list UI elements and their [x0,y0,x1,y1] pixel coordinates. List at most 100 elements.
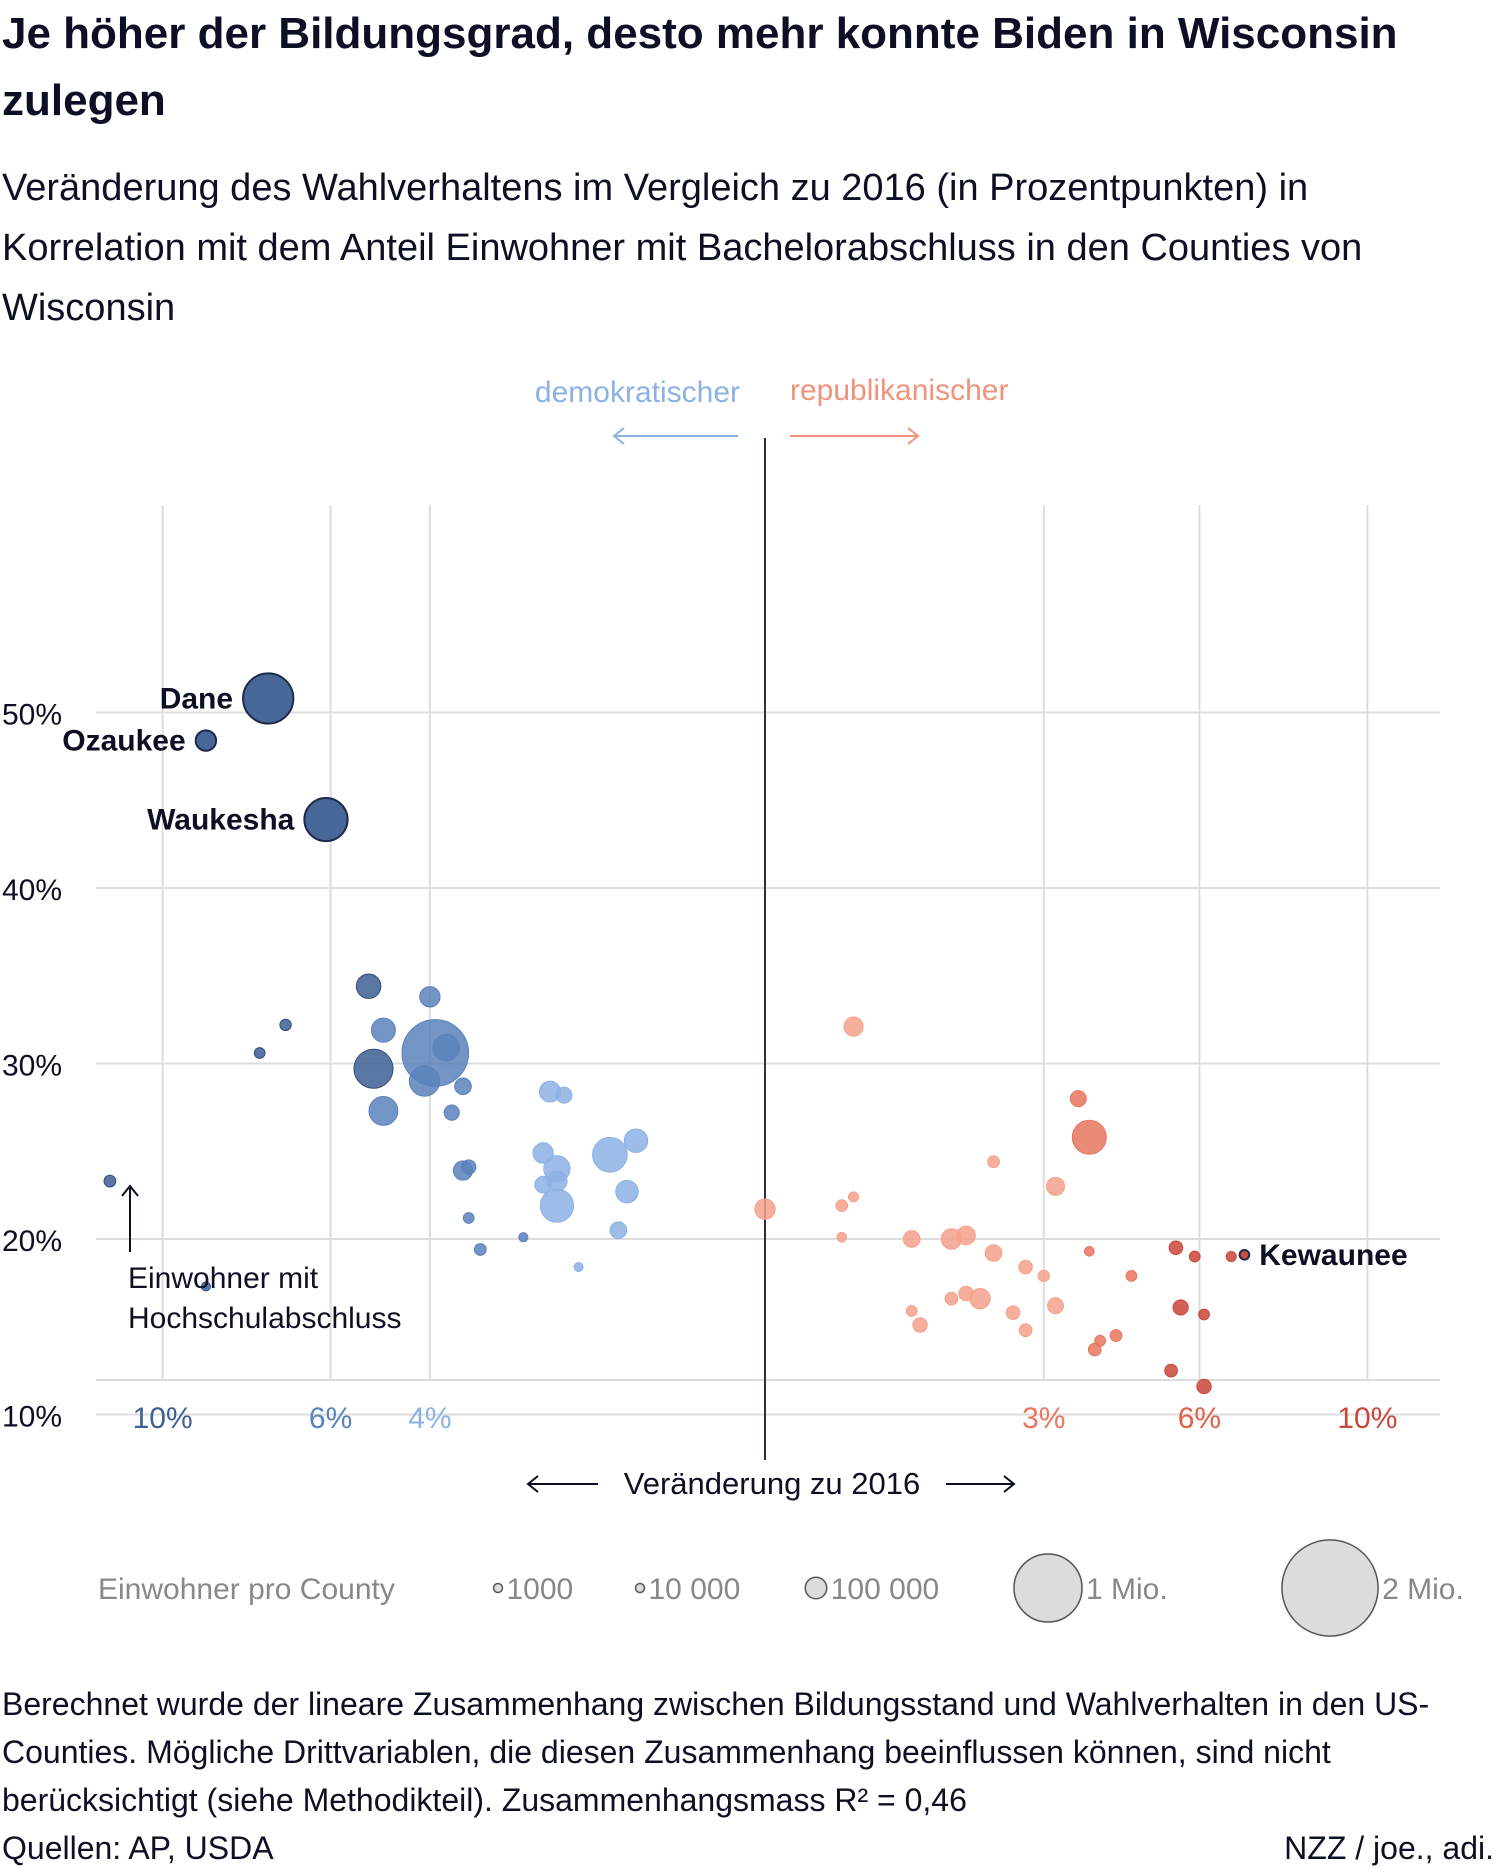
data-point [848,1191,860,1203]
data-point [1071,1119,1107,1155]
data-point [1018,1323,1033,1338]
legend-circle [1281,1539,1379,1637]
data-point [984,1244,1003,1262]
x-tick-label: 6% [1178,1402,1221,1435]
data-point [956,1225,976,1246]
point-dane [242,672,295,725]
data-point [443,1104,460,1121]
arrow-right-icon [790,427,920,445]
data-point [835,1199,849,1213]
y-axis-title-text: Einwohner mit Hochschulabschluss [128,1262,401,1335]
data-point [1198,1308,1210,1321]
data-point [534,1175,552,1194]
data-point [902,1230,921,1248]
county-label-kewaunee: Kewaunee [1259,1239,1407,1272]
data-point [1225,1251,1237,1263]
data-point [253,1047,266,1059]
data-point [355,973,382,1000]
data-point [532,1142,554,1164]
grid-layer: 50% 40% 30% 20% 10% 10% 6% 4% 3% 6% 10% [2,438,1440,1460]
data-point [573,1262,584,1273]
legend-label: 1000 [507,1573,574,1606]
x-tick-label: 4% [408,1402,451,1435]
data-point [518,1232,529,1243]
point-kewaunee [1238,1248,1251,1261]
data-point [623,1128,649,1153]
direction-labels: demokratischer republikanischer [535,374,1008,445]
arrow-left-icon [612,427,738,445]
data-point [103,1174,117,1188]
y-tick-label: 50% [2,699,62,732]
legend-label: 10 000 [649,1573,741,1606]
x-tick-label: 10% [133,1402,193,1435]
data-point [1172,1299,1189,1316]
data-point [353,1048,394,1089]
data-point [1168,1240,1184,1256]
direction-label-democratic: demokratischer [535,376,740,409]
data-point [1164,1363,1178,1378]
data-point [454,1077,472,1096]
data-point [1005,1305,1021,1321]
chart-title: Je höher der Bildungsgrad, desto mehr ko… [2,9,1398,125]
legend-label: 1 Mio. [1086,1573,1168,1606]
data-points [103,672,1251,1395]
data-point [1037,1269,1050,1283]
legend-circle [804,1576,828,1600]
data-point [836,1231,848,1243]
data-point [958,1285,974,1302]
data-point [279,1018,292,1032]
y-tick-label: 20% [2,1225,62,1258]
point-ozaukee [194,729,218,752]
data-point [432,1034,460,1062]
data-point [1196,1378,1212,1395]
y-tick-label: 40% [2,874,62,907]
chart-subtitle: Veränderung des Wahlverhaltens im Vergle… [2,167,1363,329]
legend-label: 2 Mio. [1382,1573,1464,1606]
data-point [408,1065,441,1097]
data-point [843,1016,864,1037]
size-legend: Einwohner pro County 1000 10 000 100 000 1 M… [98,1539,1464,1637]
credit-line: NZZ / joe., adi. [1284,1830,1494,1866]
data-point [609,1221,628,1240]
direction-label-republican: republikanischer [790,374,1008,407]
x-tick-label: 6% [309,1402,352,1435]
data-point [462,1212,475,1224]
data-point [1069,1090,1087,1108]
arrow-left-icon [526,1475,598,1493]
legend-title: Einwohner pro County [98,1573,395,1606]
data-point [1046,1176,1066,1196]
county-label-waukesha: Waukesha [147,804,295,837]
data-point [615,1179,639,1204]
legend-label: 100 000 [831,1573,939,1606]
data-point [912,1317,928,1333]
y-tick-label: 10% [2,1401,62,1434]
data-point [1188,1250,1201,1263]
x-axis-title: Veränderung zu 2016 [526,1466,1016,1501]
data-point [1083,1245,1095,1257]
data-point [539,1188,575,1223]
data-point [555,1086,573,1104]
footnote: Berechnet wurde der lineare Zusammenhang… [2,1686,1430,1818]
data-point [370,1017,396,1043]
data-point [905,1305,918,1317]
legend-circle [492,1582,504,1594]
data-point [1109,1329,1123,1342]
y-tick-label: 30% [2,1050,62,1083]
county-labels: Dane Ozaukee Waukesha Kewaunee [62,682,1407,1271]
data-point [1047,1297,1064,1315]
data-point [592,1136,628,1173]
data-point [1087,1342,1102,1357]
arrow-up-icon [121,1184,139,1252]
county-label-ozaukee: Ozaukee [62,725,185,758]
arrow-right-icon [946,1475,1016,1493]
x-tick-label: 10% [1337,1402,1397,1435]
data-point [944,1291,959,1306]
y-axis-title: Einwohner mit Hochschulabschluss [121,1184,401,1335]
data-point [1018,1259,1033,1275]
data-point [200,1281,211,1292]
legend-circle [1013,1553,1083,1623]
source-line: Quellen: AP, USDA [2,1830,274,1866]
data-point [1125,1269,1138,1282]
data-point [1094,1334,1106,1347]
x-axis-title-text: Veränderung zu 2016 [624,1466,920,1501]
